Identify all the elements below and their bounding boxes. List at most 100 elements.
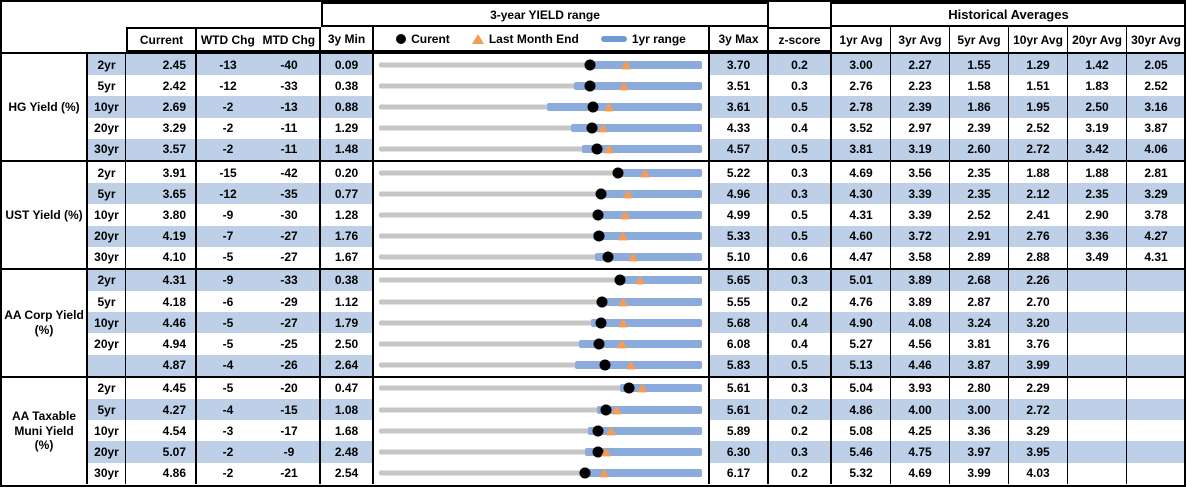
range-plot	[379, 291, 702, 312]
last-month-triangle-icon	[612, 404, 623, 414]
avg-cell: 2.72	[1009, 399, 1068, 421]
range-track	[379, 146, 702, 152]
min-3y-cell: 0.09	[321, 54, 374, 76]
avg-cell: 5.01	[832, 269, 891, 292]
range-track	[379, 125, 702, 131]
tenor-cell: 2yr	[88, 269, 126, 292]
avg-cell: 2.26	[1009, 269, 1068, 292]
range-1yr-bar	[588, 426, 702, 435]
max-3y-cell: 5.10	[710, 246, 769, 268]
avg-cell: 3.00	[950, 399, 1009, 421]
current-dot-icon	[584, 80, 596, 92]
avg-cell: 4.90	[832, 312, 891, 334]
yield-group: HG Yield (%) 2yr 2.45 -13 -40 0.09 3.70 0.2 3.00…	[2, 54, 1184, 160]
zscore-cell: 0.5	[769, 96, 832, 118]
mtd-chg-cell: -17	[259, 420, 321, 442]
range-chart-cell	[374, 333, 710, 355]
avg-cell: 2.76	[832, 75, 891, 97]
range-1yr-bar	[581, 145, 702, 154]
avg-cell: 3.89	[891, 291, 950, 313]
last-month-triangle-icon	[628, 252, 639, 262]
avg-cell: 2.35	[1068, 183, 1127, 205]
range-1yr-bar	[580, 469, 702, 478]
range-plot	[379, 312, 702, 333]
range-track	[379, 254, 702, 260]
yield-group: UST Yield (%) 2yr 3.91 -15 -42 0.20 5.22 0.3 4.6…	[2, 159, 1184, 268]
zscore-cell: 0.3	[769, 75, 832, 97]
range-track	[379, 320, 702, 326]
yield-range-title: 3-year YIELD range	[321, 2, 769, 27]
avg-cell: 4.76	[832, 291, 891, 313]
avg-cell	[1127, 377, 1184, 399]
tenor-cell: 5yr	[88, 291, 126, 313]
zscore-cell: 0.5	[769, 354, 832, 376]
legend-1yr-range: 1yr range	[600, 31, 686, 46]
range-track	[379, 83, 702, 89]
range-plot	[379, 333, 702, 354]
range-1yr-bar	[590, 318, 702, 327]
current-cell: 3.29	[126, 117, 197, 139]
min-3y-cell: 1.67	[321, 246, 374, 268]
column-header-3y-min: 3y Min	[321, 27, 374, 52]
legend-current: Curent	[396, 32, 450, 46]
legend-1yr-range-label: 1yr range	[631, 31, 686, 46]
avg-cell: 4.56	[891, 333, 950, 355]
avg-cell	[1068, 291, 1127, 313]
mtd-chg-cell: -27	[259, 225, 321, 247]
avg-cell: 4.86	[832, 399, 891, 421]
last-month-triangle-icon	[606, 426, 617, 436]
avg-cell: 4.03	[1009, 462, 1068, 484]
tenor-cell: 10yr	[88, 420, 126, 442]
last-month-triangle-icon	[599, 468, 610, 478]
group-label-line: AA Corp Yield	[4, 308, 84, 323]
avg-cell: 3.93	[891, 377, 950, 399]
last-month-triangle-icon	[471, 33, 484, 44]
column-header-current: Current	[126, 27, 197, 52]
current-dot-icon	[599, 359, 611, 371]
avg-cell: 2.91	[950, 225, 1009, 247]
current-cell: 4.18	[126, 291, 197, 313]
mtd-chg-cell: -27	[259, 246, 321, 268]
min-3y-cell: 1.08	[321, 399, 374, 421]
range-plot	[379, 183, 702, 204]
last-month-triangle-icon	[619, 210, 630, 220]
avg-cell: 3.49	[1068, 246, 1127, 268]
max-3y-cell: 6.08	[710, 333, 769, 355]
mtd-chg-cell: -11	[259, 117, 321, 139]
avg-cell: 4.69	[832, 161, 891, 184]
current-cell: 5.07	[126, 441, 197, 463]
max-3y-cell: 5.22	[710, 161, 769, 184]
table-body: HG Yield (%) 2yr 2.45 -13 -40 0.09 3.70 0.2 3.00…	[2, 54, 1184, 484]
max-3y-cell: 5.61	[710, 399, 769, 421]
avg-cell: 3.81	[950, 333, 1009, 355]
avg-cell: 2.23	[891, 75, 950, 97]
mtd-chg-cell: -27	[259, 312, 321, 334]
range-plot	[379, 226, 702, 247]
zscore-cell: 0.4	[769, 312, 832, 334]
current-cell: 4.10	[126, 246, 197, 268]
max-3y-cell: 4.33	[710, 117, 769, 139]
range-1yr-bar	[594, 253, 702, 262]
range-track	[379, 341, 702, 347]
avg-cell	[1127, 354, 1184, 376]
avg-cell: 5.04	[832, 377, 891, 399]
avg-cell: 2.72	[1009, 138, 1068, 160]
avg-cell: 2.12	[1009, 183, 1068, 205]
zscore-cell: 0.5	[769, 225, 832, 247]
range-chart-cell	[374, 117, 710, 139]
avg-cell: 4.75	[891, 441, 950, 463]
range-track	[379, 470, 702, 476]
range-1yr-bar	[579, 340, 702, 349]
avg-cell: 3.76	[1009, 333, 1068, 355]
avg-cell: 3.52	[832, 117, 891, 139]
avg-cell: 1.86	[950, 96, 1009, 118]
max-3y-cell: 6.17	[710, 462, 769, 484]
avg-cell	[1127, 312, 1184, 334]
avg-cell: 2.39	[891, 96, 950, 118]
last-month-triangle-icon	[600, 447, 611, 457]
min-3y-cell: 2.50	[321, 333, 374, 355]
range-chart-cell	[374, 225, 710, 247]
range-chart-cell	[374, 312, 710, 334]
tenor-cell: 20yr	[88, 117, 126, 139]
